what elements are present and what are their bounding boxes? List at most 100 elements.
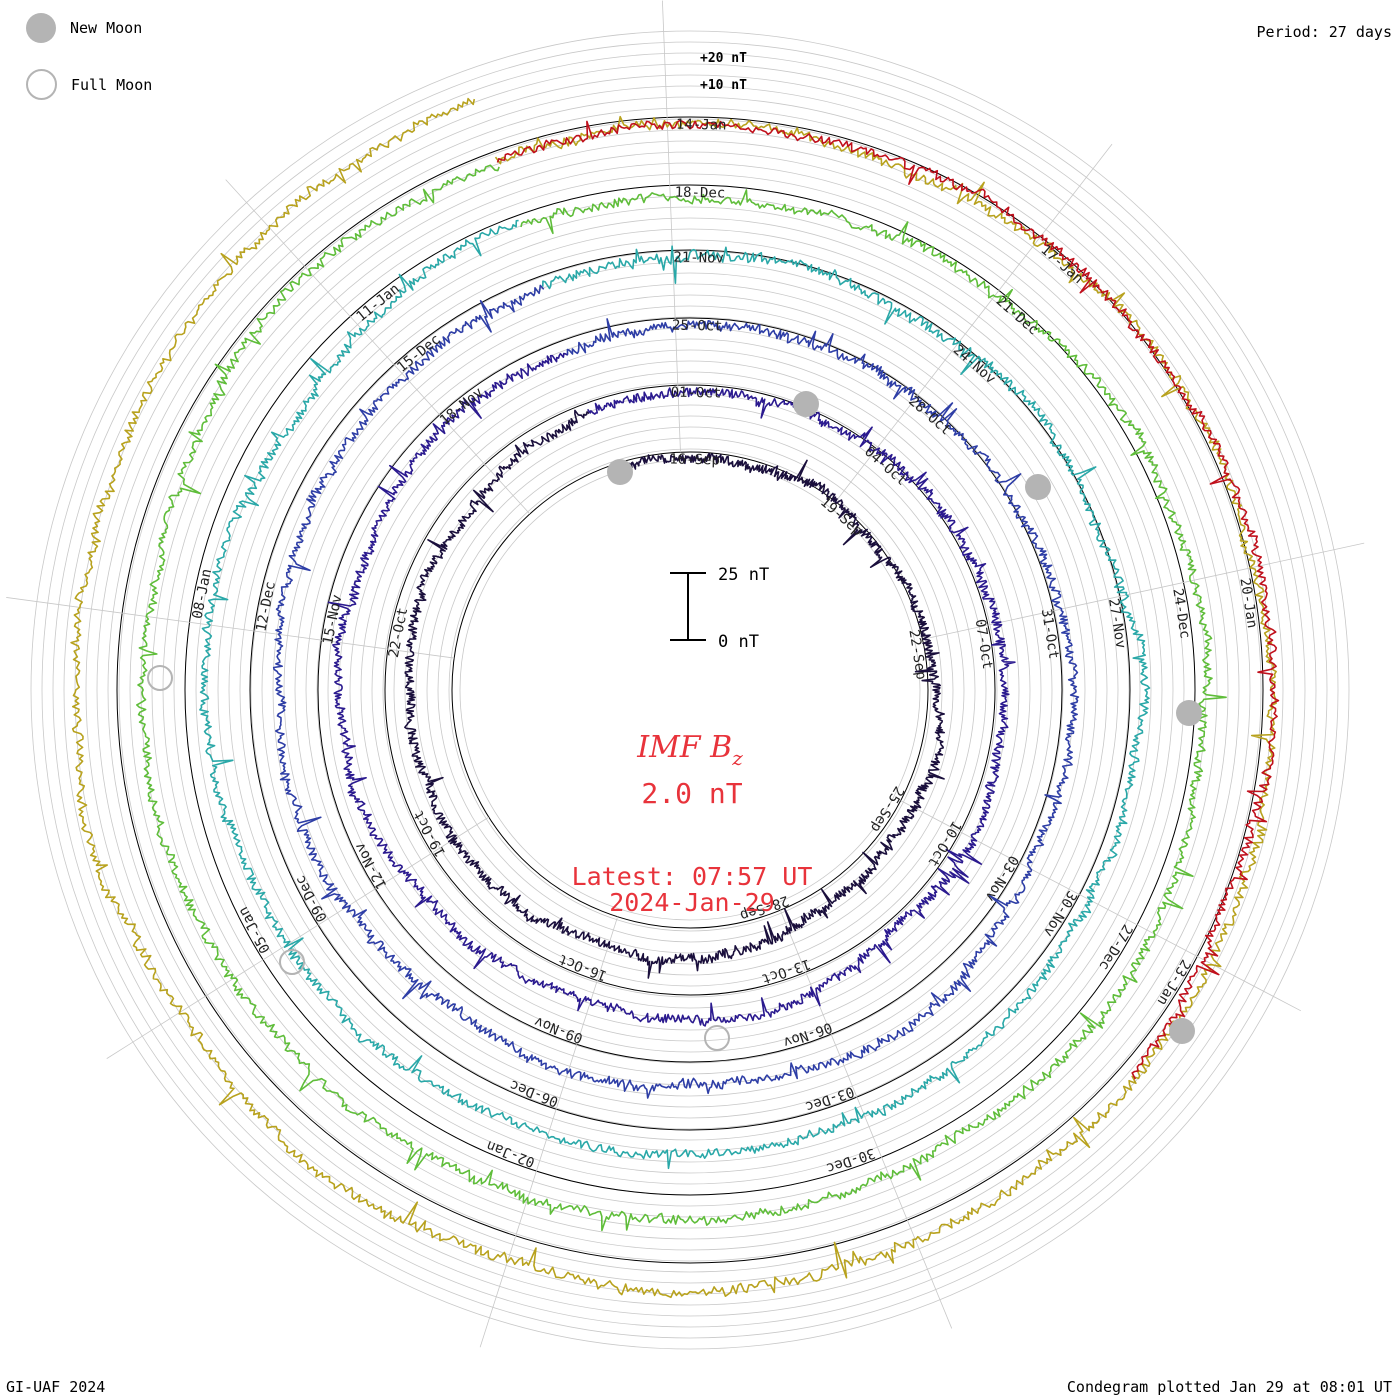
series-line-6 [70,97,1277,1299]
new-moon-marker [607,459,633,485]
sector-line [900,800,1302,1012]
date-label: 16-Sep [669,452,720,469]
series-line-1 [404,409,945,979]
series-group [70,97,1280,1299]
sector-line [225,179,531,515]
date-label: 25-Sep [867,783,907,835]
date-label: 25-Oct [672,318,723,335]
sector-line [479,916,618,1348]
date-label: 03-Dec [803,1083,856,1115]
grid-ring [261,261,1119,1119]
grid-ring [294,294,1086,1086]
date-label: 18-Nov [437,384,486,428]
grid-ring [349,349,1031,1031]
scale-bar [670,572,706,641]
date-label: 09-Nov [532,1013,585,1046]
grid-ring [327,327,1053,1053]
date-label: 12-Dec [253,580,278,633]
date-label: 21-Dec [993,293,1042,338]
latest-time: Latest: 07:57 UT [572,862,813,891]
grid-ring [195,195,1185,1185]
zero-ring [451,451,929,929]
date-label: 24-Dec [1169,587,1193,639]
grid-ring [85,85,1295,1295]
full-moon-marker [704,1025,730,1051]
date-label: 22-Sep [905,628,929,680]
chart-title-subscript: z [731,746,743,770]
current-value: 2.0 nT [641,777,742,810]
date-label: 16-Oct [556,950,609,983]
date-label: 23-Jan [1154,956,1194,1008]
grid-ring [184,184,1196,1196]
date-label: 14-Jan [676,117,727,134]
grid-ring [305,305,1075,1075]
legend-new-moon-label: New Moon [70,19,143,37]
date-label: 28-Oct [905,393,954,438]
grid-ring [30,30,1350,1350]
date-label: 20-Jan [1236,577,1260,629]
series-line-4 [199,219,1151,1170]
legend-full-moon: Full Moon [26,69,152,100]
credit-label: GI-UAF 2024 [6,1378,106,1396]
new-moon-marker [1169,1018,1195,1044]
series-line-5 [136,164,1227,1232]
sector-lines [6,0,1365,1348]
sector-line [106,816,490,1059]
series-line-7 [496,119,1280,1080]
date-label: 07-Oct [972,618,996,670]
sector-line [835,143,1113,502]
chart-title: IMF Bz [636,730,743,770]
grid-ring [283,283,1097,1097]
date-label: 02-Jan [484,1137,537,1170]
scale-top-label: +20 nT [700,51,747,66]
grid-ring [151,151,1229,1229]
grid-ring [316,316,1064,1064]
zero-ring [384,384,996,996]
sector-line [779,910,953,1329]
date-label: 21-Nov [673,250,724,267]
latest-date: 2024-Jan-29 [609,888,775,917]
plotted-label: Condegram plotted Jan 29 at 08:01 UT [1066,1378,1392,1396]
full-moon-icon [26,69,57,100]
period-label: Period: 27 days [1256,23,1392,41]
series-line-2 [327,352,1016,1027]
grid-ring [217,217,1163,1163]
new-moon-icon [26,13,56,43]
date-label: 13-Oct [759,955,812,987]
date-label: 06-Nov [781,1019,834,1051]
moon-markers [147,391,1202,1051]
grid-ring [426,426,954,954]
grid-ring [250,250,1130,1130]
zero-ring [249,249,1131,1131]
date-label: 11-Jan [353,281,402,325]
date-label: 01-Oct [671,385,722,402]
zero-ring [317,317,1063,1063]
full-moon-marker [279,949,305,975]
grid-ring [415,415,965,965]
legend-full-moon-label: Full Moon [71,75,153,94]
grid-ring [228,228,1152,1152]
grid-ring [371,371,1009,1009]
grid-ring [404,404,976,976]
date-label: 18-Dec [675,185,726,202]
scalebar-top-label: 25 nT [718,565,769,585]
grid-ring [448,448,932,932]
zero-ring [116,116,1264,1264]
date-label: 31-Oct [1038,608,1062,660]
new-moon-marker [1025,474,1051,500]
new-moon-marker [793,391,819,417]
grid-ring [41,41,1339,1339]
full-moon-marker [147,665,173,691]
grid-ring [206,206,1174,1174]
scale-second-label: +10 nT [700,78,747,93]
legend-new-moon: New Moon [26,13,142,43]
grid-ring [437,437,943,943]
grid-ring [63,63,1317,1317]
grid-ring [393,393,987,987]
chart-title-main: IMF B [636,730,732,765]
series-line-3 [272,284,1080,1099]
new-moon-marker [1176,700,1202,726]
date-label: 05-Jan [235,904,273,956]
sector-line [662,0,681,453]
date-label: 09-Dec [292,872,330,924]
